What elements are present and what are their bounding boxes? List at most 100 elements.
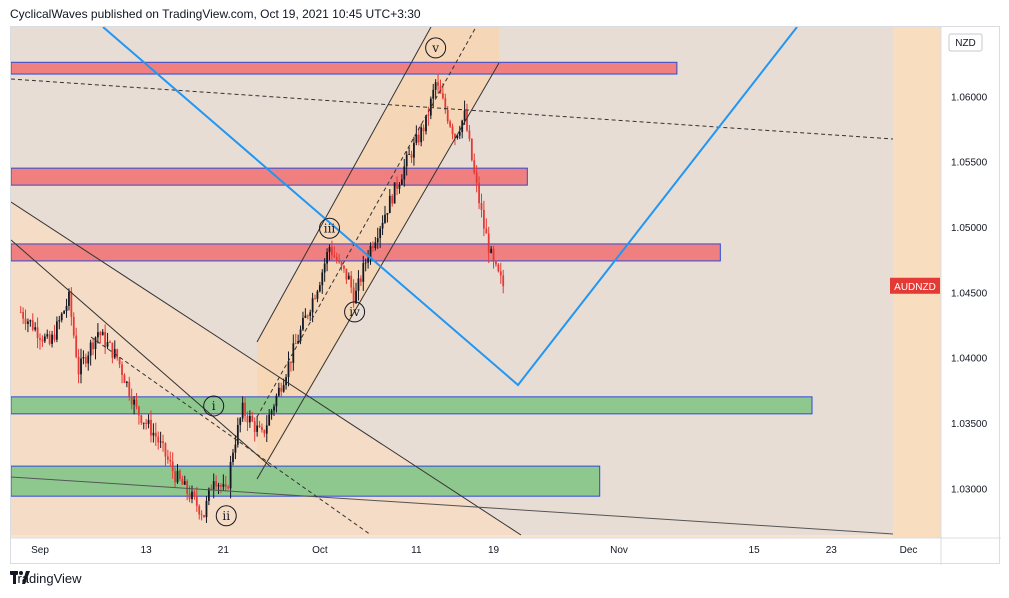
candle-body [27,321,29,324]
wave-label-iii: iii [324,221,336,235]
long-trendline [11,476,894,535]
candle-body [207,488,210,501]
candle-body [84,357,87,364]
candle-body [372,245,374,249]
candle-body [495,261,497,265]
candle-body [400,179,403,185]
candle-body [176,470,179,483]
candle-body [222,484,225,487]
wave-label-circle [203,395,225,417]
candle-body [480,203,483,210]
candle-body [468,130,471,139]
candle-body [420,127,423,143]
candle-body [80,358,82,375]
candle-body [198,505,201,515]
candle-body [451,126,454,135]
candle-body [473,160,476,173]
candle-body [227,487,230,489]
candle-body [396,182,398,189]
candle-body [261,427,263,430]
time-tick-23: 23 [826,545,838,556]
candle-body [130,396,133,405]
candle-body [200,514,203,516]
candle-body [268,414,271,426]
candle-body [318,285,321,292]
candle-body [232,452,234,462]
candle-body [215,481,218,487]
candle-body [379,228,382,239]
candle-body [195,496,198,506]
rising-channel-upper [256,27,432,343]
candle-body [234,444,237,453]
candle-body [427,115,430,117]
rising-channel-lower [256,62,500,480]
candle-body [97,332,99,338]
candle-body [217,485,220,487]
candle-body [352,287,355,304]
wave-label-circle [319,217,340,239]
candle-body [205,500,208,518]
wave-label-iv: iv [349,305,360,319]
candle-body [376,238,379,243]
candle-body [458,132,461,136]
candle-body [359,278,362,282]
candle-body [101,331,104,336]
candle-body [159,441,162,443]
candle-body [386,213,389,215]
candle-body [236,424,239,445]
candle-body [191,491,193,500]
candle-body [410,154,413,158]
candle-body [335,256,338,262]
candle-body [306,315,309,317]
candle-body [449,121,452,127]
rising-channel-median [256,27,477,418]
candle-body [316,291,319,299]
candle-body [34,327,37,330]
candle-body [39,338,41,340]
candle-body [92,342,94,350]
candle-body [441,93,444,99]
symbol-badge [890,277,940,294]
candle-body [169,459,172,462]
candle-body [65,305,68,312]
candle-body [478,183,480,204]
candle-body [246,415,249,423]
time-tick-13: 13 [141,545,153,556]
candle-body [58,320,61,322]
candle-body [104,331,107,347]
candle-body [367,258,369,263]
candle-body [275,395,278,407]
candle-body [297,341,300,344]
candle-body [299,329,302,342]
candle-body [439,85,442,94]
candle-body [347,275,350,280]
candle-body [415,134,418,143]
candle-body [340,261,343,266]
publish-header: CyclicalWaves published on TradingView.c… [10,7,421,21]
candle-body [333,255,336,257]
candle-body [323,263,326,273]
candle-body [121,364,123,375]
chart-area[interactable]: i ii iii iv v NZD 1.06000 1.05500 1.05000 1.04500… [10,26,1001,565]
candle-body [321,272,324,286]
candle-body [475,172,478,184]
currency-badge-text: NZD [955,38,976,49]
candle-body [210,488,213,490]
candle-body [125,381,128,383]
candle-body [152,432,155,436]
candle-body [53,334,56,340]
wave-label-circle [344,301,366,323]
time-tick-Oct: Oct [312,545,328,556]
candle-body [492,248,495,262]
candle-body [183,481,186,485]
candle-body [362,263,365,282]
candle-body [72,316,75,336]
candle-body [405,154,408,167]
candle-body [437,82,439,86]
time-tick-11: 11 [411,545,422,556]
candle-body [273,406,275,411]
projection-path [102,27,798,387]
candle-body [483,209,485,229]
candle-body [147,419,150,424]
